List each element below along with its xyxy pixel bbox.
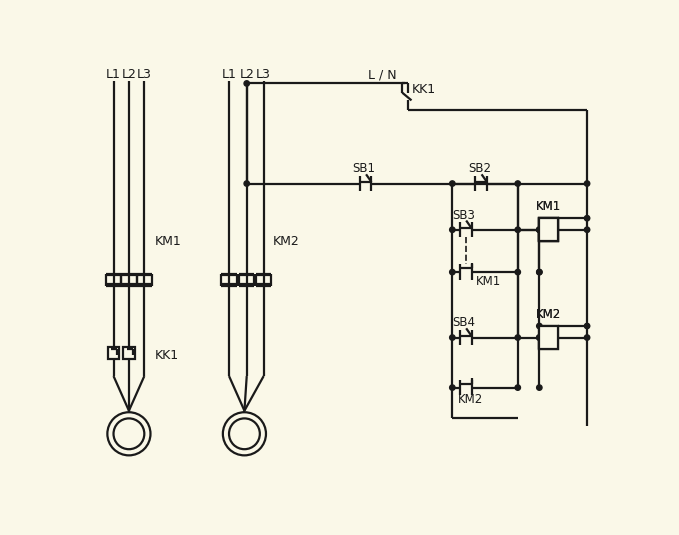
Circle shape: [536, 323, 542, 328]
Circle shape: [536, 385, 542, 391]
Circle shape: [515, 385, 521, 391]
Text: KK1: KK1: [154, 349, 179, 362]
Bar: [539, 218, 558, 241]
Circle shape: [536, 227, 542, 232]
Circle shape: [515, 335, 521, 340]
Circle shape: [585, 227, 590, 232]
Circle shape: [536, 270, 542, 275]
Text: KM1: KM1: [536, 200, 562, 213]
Text: KM2: KM2: [273, 235, 299, 248]
Bar: [123, 347, 134, 359]
Text: L1: L1: [221, 68, 236, 81]
Text: KM2: KM2: [458, 393, 483, 406]
Circle shape: [585, 335, 590, 340]
Bar: [539, 326, 558, 349]
Text: L3: L3: [137, 68, 152, 81]
Circle shape: [536, 335, 542, 340]
Circle shape: [449, 227, 455, 232]
Circle shape: [223, 412, 266, 455]
Circle shape: [449, 181, 455, 186]
Text: L3: L3: [256, 68, 271, 81]
Circle shape: [449, 335, 455, 340]
Circle shape: [515, 181, 521, 186]
Text: Мп: Мп: [235, 427, 254, 440]
Text: SB3: SB3: [452, 209, 475, 221]
Text: KK1: KK1: [411, 83, 436, 96]
Text: KM1: KM1: [475, 275, 500, 288]
Text: L1: L1: [106, 68, 121, 81]
Circle shape: [229, 418, 260, 449]
Text: L2: L2: [239, 68, 254, 81]
Circle shape: [536, 270, 542, 275]
Bar: [539, 218, 558, 241]
Circle shape: [585, 181, 590, 186]
Bar: [539, 218, 558, 241]
Circle shape: [585, 323, 590, 328]
Circle shape: [449, 385, 455, 391]
Circle shape: [244, 81, 249, 86]
Text: SB1: SB1: [352, 162, 375, 174]
Circle shape: [113, 418, 145, 449]
Circle shape: [244, 181, 249, 186]
Bar: [539, 326, 558, 349]
Text: KM2: KM2: [536, 308, 562, 321]
Circle shape: [536, 227, 542, 232]
Circle shape: [536, 227, 542, 232]
Circle shape: [536, 335, 542, 340]
Text: L / N: L / N: [367, 68, 397, 81]
Text: KM1: KM1: [536, 200, 562, 213]
Text: SB2: SB2: [468, 162, 491, 174]
Text: L2: L2: [122, 68, 136, 81]
Circle shape: [107, 412, 151, 455]
Text: KM1: KM1: [154, 235, 181, 248]
Bar: [108, 347, 120, 359]
Text: Мш: Мш: [117, 427, 140, 440]
Text: SB4: SB4: [452, 316, 475, 330]
Circle shape: [515, 270, 521, 275]
Circle shape: [585, 216, 590, 221]
Circle shape: [515, 227, 521, 232]
Circle shape: [449, 270, 455, 275]
Text: KM2: KM2: [536, 308, 562, 321]
Bar: [539, 218, 558, 241]
